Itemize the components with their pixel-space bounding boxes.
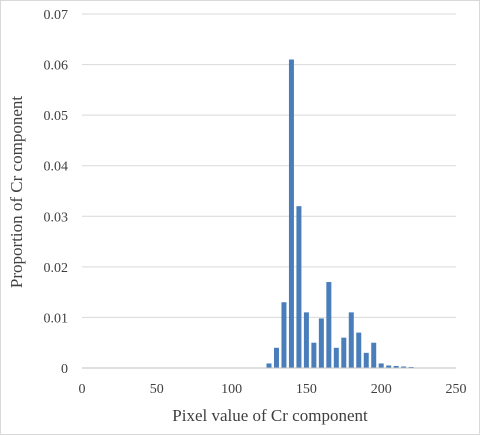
bar: [296, 206, 302, 368]
x-tick-label: 0: [79, 382, 86, 397]
y-tick-labels: 0 0.01 0.02 0.03 0.04 0.05 0.06 0.07: [44, 8, 69, 377]
bar: [393, 365, 399, 368]
x-tick-label: 200: [371, 382, 392, 397]
bar: [341, 337, 347, 368]
bar: [266, 363, 272, 368]
bar: [378, 363, 384, 368]
bar: [318, 318, 324, 368]
bar: [371, 342, 377, 368]
x-tick-label: 100: [221, 382, 242, 397]
bar: [363, 352, 369, 368]
bars: [266, 59, 414, 369]
y-tick-label: 0.06: [44, 59, 69, 74]
bar: [333, 347, 339, 368]
bar: [303, 312, 309, 368]
y-tick-label: 0.04: [44, 160, 69, 175]
x-tick-labels: 0 50 100 150 200 250: [79, 382, 467, 397]
y-axis-title: Proportion of Cr component: [7, 96, 26, 288]
y-tick-label: 0.05: [44, 109, 69, 124]
y-tick-label: 0.02: [44, 261, 69, 276]
bar: [288, 59, 294, 369]
bar: [281, 302, 287, 368]
x-tick-label: 50: [150, 382, 164, 397]
x-axis-title: Pixel value of Cr component: [172, 406, 368, 425]
bar: [356, 332, 362, 368]
y-tick-label: 0.07: [44, 8, 69, 23]
bar: [311, 342, 317, 368]
bar: [273, 347, 279, 368]
bar: [326, 282, 332, 368]
x-tick-label: 250: [446, 382, 467, 397]
x-tick-label: 150: [296, 382, 317, 397]
bar: [408, 366, 414, 368]
bar: [348, 312, 354, 368]
bar: [401, 366, 407, 368]
y-tick-label: 0: [61, 362, 68, 377]
y-tick-label: 0.03: [44, 210, 69, 225]
gridlines: [82, 13, 456, 318]
bar: [386, 365, 392, 368]
y-tick-label: 0.01: [44, 311, 69, 326]
